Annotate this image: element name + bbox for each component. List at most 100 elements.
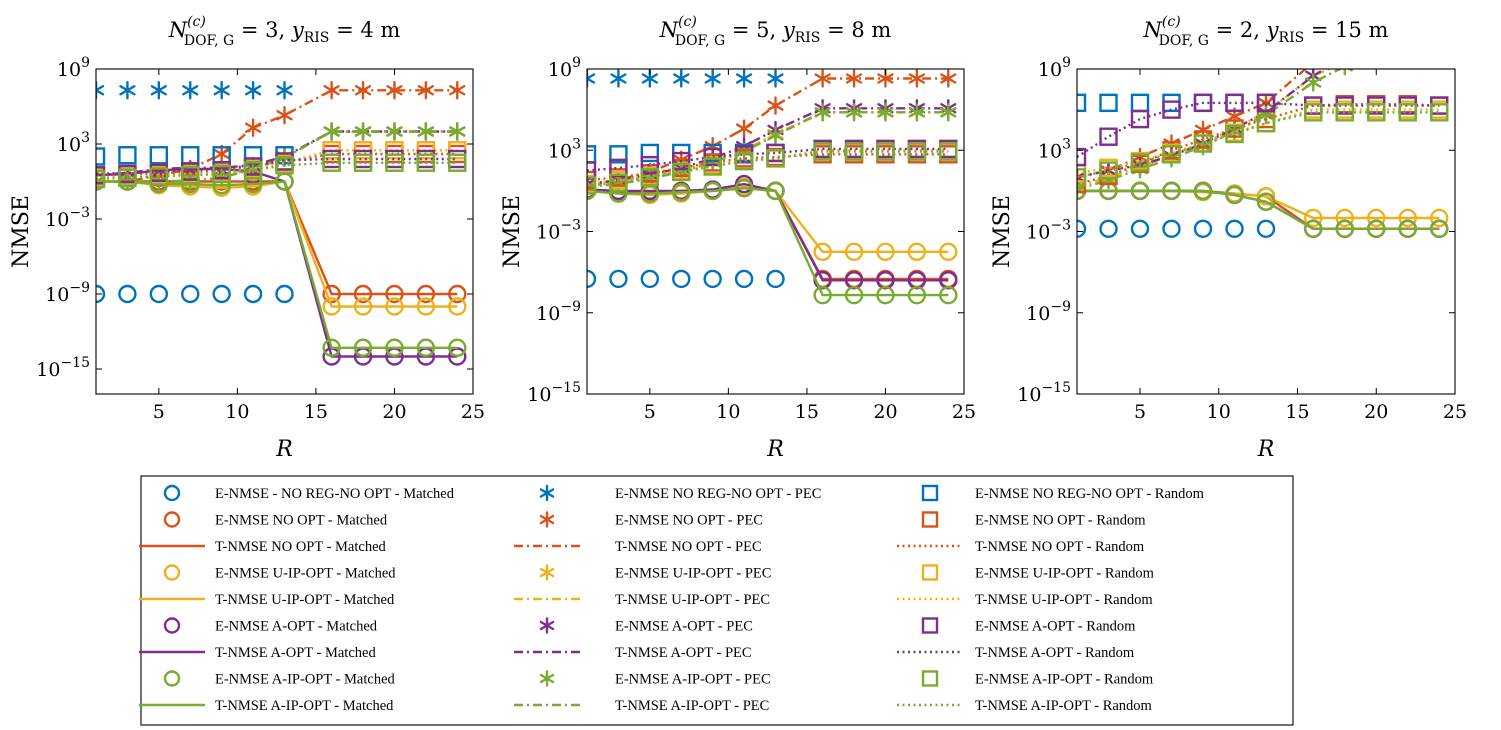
chart-title: N(c) DOF, G = 3, yRIS = 4 m [168, 14, 401, 49]
data-point-green_e_pec [845, 103, 863, 122]
data-point-purple_e_random [587, 161, 597, 180]
legend-label: E-NMSE U-IP-OPT - PEC [615, 566, 771, 582]
data-point-yellow_e_matched [1367, 208, 1386, 228]
chart-panels: N(c) DOF, G = 3, yRIS = 4 m 5 10 15 20 25 10−15… [9, 14, 1467, 462]
data-point-orange_e_pec [213, 144, 230, 164]
plot-area [587, 69, 958, 305]
data-point-blue_e_matched [212, 284, 231, 304]
x-tick-label: 20 [1364, 401, 1388, 423]
data-point-purple_e_random [1225, 93, 1244, 113]
legend-entry: E-NMSE A-IP-OPT - Matched [163, 670, 396, 688]
data-point-orange_e_pec [845, 69, 863, 88]
data-point-blue_e_matched [1099, 219, 1118, 238]
data-point-green_e_random [1335, 103, 1354, 122]
data-point-green_e_random [96, 169, 106, 189]
data-point-green_e_random [1193, 134, 1213, 153]
data-point-blue_e_random [587, 145, 597, 164]
data-point-yellow_e_matched [1335, 208, 1354, 228]
data-point-green_e_random [1304, 103, 1323, 122]
plot-area [96, 81, 467, 366]
legend-entry: T-NMSE A-OPT - Random [897, 645, 1135, 661]
data-point-orange_e_pec [767, 96, 784, 115]
data-point-orange_e_matched [448, 284, 467, 304]
legend-label: E-NMSE A-IP-OPT - Random [975, 672, 1154, 688]
y-tick-label: 10−15 [1017, 380, 1071, 406]
legend-label: T-NMSE A-IP-OPT - PEC [615, 698, 769, 714]
series-line-yellow_t_matched [96, 180, 458, 308]
data-point-blue_e_random [1099, 93, 1118, 113]
data-point-green_e_matched [939, 285, 958, 305]
legend-entry: T-NMSE NO OPT - PEC [514, 539, 762, 555]
data-point-blue_e_pec [673, 69, 690, 88]
x-tick-label: 25 [461, 401, 485, 423]
data-point-green_e_pec [940, 103, 957, 122]
data-point-yellow_e_matched [813, 242, 832, 262]
series-line-orange_t_matched [96, 180, 458, 296]
data-point-blue_e_pec [767, 69, 784, 88]
data-point-orange_e_pec [814, 69, 831, 88]
data-point-blue_e_matched [243, 284, 263, 304]
data-point-yellow_e_matched [939, 242, 958, 262]
data-point-green_e_pec [1305, 73, 1322, 92]
legend-label: T-NMSE U-IP-OPT - PEC [615, 592, 770, 608]
axes-frame [586, 68, 965, 395]
legend-label: T-NMSE NO OPT - Matched [215, 539, 387, 555]
data-point-green_e_random [1430, 103, 1449, 122]
data-point-green_e_pec [877, 103, 894, 122]
data-point-yellow_e_matched [1398, 208, 1417, 228]
legend-marker [921, 484, 939, 502]
legend-entry: T-NMSE U-IP-OPT - Matched [139, 592, 395, 608]
data-point-orange_e_pec [386, 81, 403, 100]
data-point-blue_e_random [640, 143, 660, 163]
x-axis-label: R [1257, 437, 1275, 462]
data-point-green_e_random [322, 153, 341, 172]
data-point-blue_e_pec [244, 81, 262, 100]
data-point-green_e_random [212, 164, 231, 184]
chart-title: N(c) DOF, G = 2, yRIS = 15 m [1143, 14, 1389, 49]
data-point-green_e_random [149, 167, 169, 186]
x-tick-label: 10 [1207, 401, 1231, 423]
data-point-green_e_random [766, 149, 785, 168]
legend-entry: E-NMSE U-IP-OPT - Random [921, 564, 1155, 582]
data-point-purple_e_random [640, 155, 660, 175]
data-point-green_e_pec [1336, 69, 1353, 76]
data-point-green_e_random [1256, 113, 1276, 133]
x-tick-label: 25 [952, 401, 976, 423]
data-point-green_e_matched [1193, 181, 1213, 201]
legend-label: E-NMSE U-IP-OPT - Matched [215, 566, 396, 582]
data-point-green_e_random [734, 151, 754, 171]
data-point-green_e_pec [767, 126, 784, 145]
legend-entry: E-NMSE U-IP-OPT - Matched [163, 564, 396, 582]
x-tick-label: 10 [716, 401, 740, 423]
data-point-orange_e_matched [353, 284, 373, 304]
data-point-blue_e_matched [587, 269, 597, 289]
data-point-green_e_matched [734, 178, 754, 198]
x-axis-label: R [275, 437, 293, 462]
data-point-blue_e_matched [609, 269, 628, 289]
legend-marker [539, 484, 555, 502]
data-point-green_e_matched [322, 338, 341, 357]
legend-marker [163, 511, 181, 528]
legend-label: E-NMSE NO OPT - Matched [215, 513, 388, 529]
data-point-blue_e_pec [704, 69, 721, 88]
x-axis-label: R [766, 437, 784, 462]
chart-panel-1: N(c) DOF, G = 3, yRIS = 4 m 5 10 15 20 25 10−15… [9, 14, 485, 462]
data-point-blue_e_matched [96, 284, 106, 304]
data-point-purple_e_random [766, 143, 785, 163]
y-tick-label: 103 [1038, 136, 1071, 162]
data-point-green_e_random [1099, 161, 1118, 180]
plot-area [1077, 69, 1449, 238]
legend-entry: E-NMSE A-OPT - PEC [539, 617, 753, 635]
x-tick-label: 5 [153, 401, 165, 423]
data-point-green_e_random [1398, 103, 1417, 122]
data-point-blue_e_matched [734, 269, 754, 289]
data-point-green_e_matched [1367, 219, 1386, 238]
data-point-blue_e_matched [672, 269, 691, 289]
data-point-green_e_pec [587, 177, 596, 197]
x-tick-label: 15 [304, 401, 328, 423]
legend-entry: E-NMSE NO OPT - Matched [163, 511, 388, 529]
data-point-green_e_matched [907, 285, 927, 305]
legend-label: T-NMSE A-OPT - Random [975, 645, 1135, 661]
data-point-green_e_matched [1130, 181, 1150, 201]
